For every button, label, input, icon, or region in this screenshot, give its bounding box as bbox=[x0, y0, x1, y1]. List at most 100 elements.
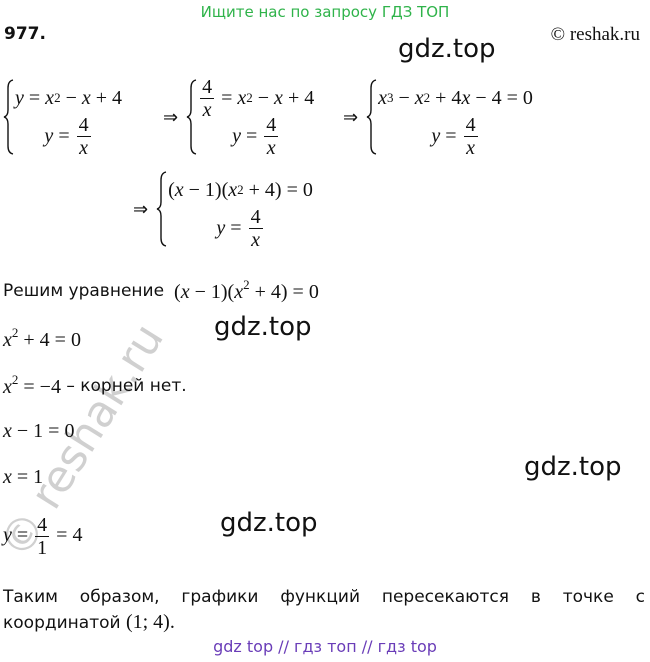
superscript: 2 bbox=[11, 372, 19, 387]
brace-path bbox=[186, 79, 197, 155]
numerator: 4 bbox=[200, 75, 215, 99]
math-text: = −4 bbox=[18, 376, 61, 398]
formula: x2 + 4 = 0 bbox=[3, 325, 81, 352]
math-text: x bbox=[3, 376, 12, 398]
text: Решим уравнение bbox=[3, 280, 165, 301]
formula: x2 = −4 bbox=[3, 372, 61, 399]
math-text: y = bbox=[431, 124, 462, 147]
text: Таким образом, графики функций пересекаю… bbox=[3, 587, 645, 633]
superscript: 2 bbox=[246, 90, 253, 105]
formula: (1; 4). bbox=[126, 611, 175, 633]
math-text: x − 1 = 0 bbox=[3, 420, 75, 442]
superscript: 2 bbox=[423, 90, 431, 105]
step: x = 1 bbox=[3, 466, 43, 489]
math-text: x bbox=[378, 86, 387, 109]
denominator: x bbox=[202, 98, 212, 121]
math-text: + 4x − 4 = 0 bbox=[430, 86, 533, 109]
brace bbox=[366, 79, 377, 155]
brace-path bbox=[156, 171, 167, 247]
math-text: (x − 1)(x bbox=[168, 178, 238, 201]
denominator: x bbox=[251, 228, 260, 251]
formula: x = 1 bbox=[3, 466, 43, 489]
math-text: y = x bbox=[15, 86, 55, 109]
equation: (x − 1)(x 2 + 4) = 0 bbox=[168, 171, 313, 209]
arrow: ⇒ bbox=[133, 198, 149, 220]
conclusion: Таким образом, графики функций пересекаю… bbox=[3, 585, 645, 636]
footer: gdz top // гдз топ // гдз top bbox=[213, 637, 437, 656]
math-text: = x bbox=[216, 86, 247, 109]
brace bbox=[186, 79, 197, 155]
math-text: (x − 1)(x bbox=[174, 281, 244, 303]
solve-line: Решим уравнение (x − 1)(x2 + 4) = 0 bbox=[3, 277, 319, 304]
math-text: y = bbox=[232, 124, 263, 147]
step: x − 1 = 0 bbox=[3, 420, 74, 443]
numerator: 4 bbox=[264, 113, 279, 137]
numerator: 4 bbox=[463, 113, 478, 137]
step: x2 + 4 = 0 bbox=[3, 325, 81, 352]
watermark: gdz.top bbox=[220, 508, 318, 538]
math-text: + 4) = 0 bbox=[243, 178, 313, 201]
watermark: gdz.top bbox=[524, 452, 622, 482]
text: – корней нет. bbox=[60, 375, 187, 396]
arrow: ⇒ bbox=[343, 106, 359, 128]
copyright: © reshak.ru bbox=[550, 24, 640, 45]
math-text: y = bbox=[44, 124, 75, 147]
brace bbox=[156, 171, 167, 247]
task-number: 977. bbox=[4, 24, 46, 44]
math-text: y = bbox=[3, 524, 34, 547]
math-text: (1; 4). bbox=[125, 611, 175, 633]
math-text: − x bbox=[393, 86, 424, 109]
denominator: x bbox=[266, 136, 276, 159]
banner: Ищите нас по запросу ГДЗ ТОП bbox=[200, 3, 450, 21]
math-text: + 4 = 0 bbox=[18, 329, 81, 351]
brace bbox=[3, 79, 14, 155]
superscript: 2 bbox=[237, 182, 244, 197]
math-text: x bbox=[3, 329, 12, 351]
superscript: 2 bbox=[54, 90, 61, 105]
formula: (x − 1)(x2 + 4) = 0 bbox=[174, 277, 319, 304]
brace-path bbox=[3, 79, 14, 155]
math-text: − x + 4 bbox=[60, 86, 123, 109]
watermark: gdz.top bbox=[398, 34, 496, 64]
numerator: 4 bbox=[76, 113, 91, 137]
math-text: − x + 4 bbox=[252, 86, 315, 109]
math-text: = 4 bbox=[51, 524, 83, 547]
arrow: ⇒ bbox=[163, 106, 179, 128]
superscript: 2 bbox=[243, 277, 250, 292]
denominator: 1 bbox=[37, 537, 48, 559]
denominator: x bbox=[466, 136, 476, 159]
formula: x − 1 = 0 bbox=[3, 420, 74, 443]
denominator: x bbox=[79, 136, 89, 159]
math-text: x = 1 bbox=[3, 466, 44, 488]
superscript: 3 bbox=[386, 90, 394, 105]
step: x2 = −4 – корней нет. bbox=[3, 372, 187, 399]
brace-path bbox=[366, 79, 377, 155]
watermark: gdz.top bbox=[214, 312, 312, 342]
numerator: 4 bbox=[248, 205, 263, 229]
math-text: y = bbox=[216, 216, 247, 239]
